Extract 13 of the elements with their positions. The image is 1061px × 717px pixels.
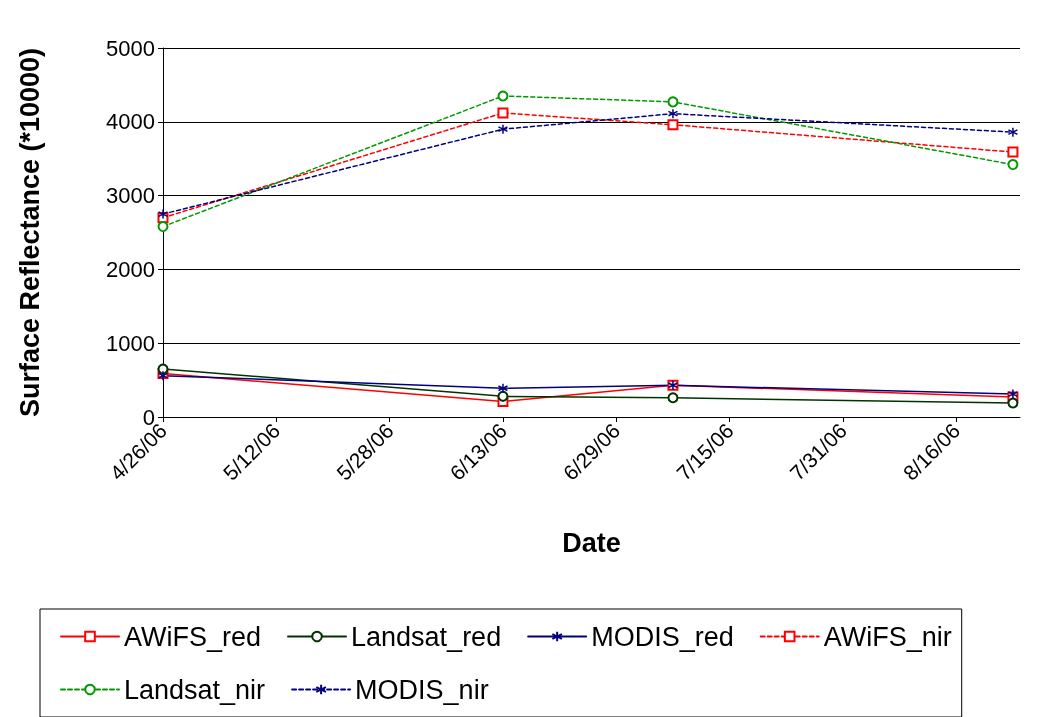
y-axis-title: Surface Reflectance (*10000) [14, 47, 45, 418]
y-tick-label: 2000 [106, 256, 155, 282]
y-tick-label: 1000 [106, 330, 155, 356]
y-tick-label: 3000 [106, 183, 155, 209]
legend-label: MODIS_nir [355, 674, 489, 705]
legend-label: AWiFS_red [124, 621, 262, 652]
legend-label: MODIS_red [591, 621, 734, 652]
legend-label: AWiFS_nir [823, 621, 952, 652]
legend-label: Landsat_nir [124, 674, 266, 705]
x-axis-title: Date [562, 527, 621, 558]
legend-label: Landsat_red [351, 621, 502, 652]
y-tick-label: 4000 [106, 109, 155, 135]
y-tick-label: 5000 [106, 35, 155, 61]
